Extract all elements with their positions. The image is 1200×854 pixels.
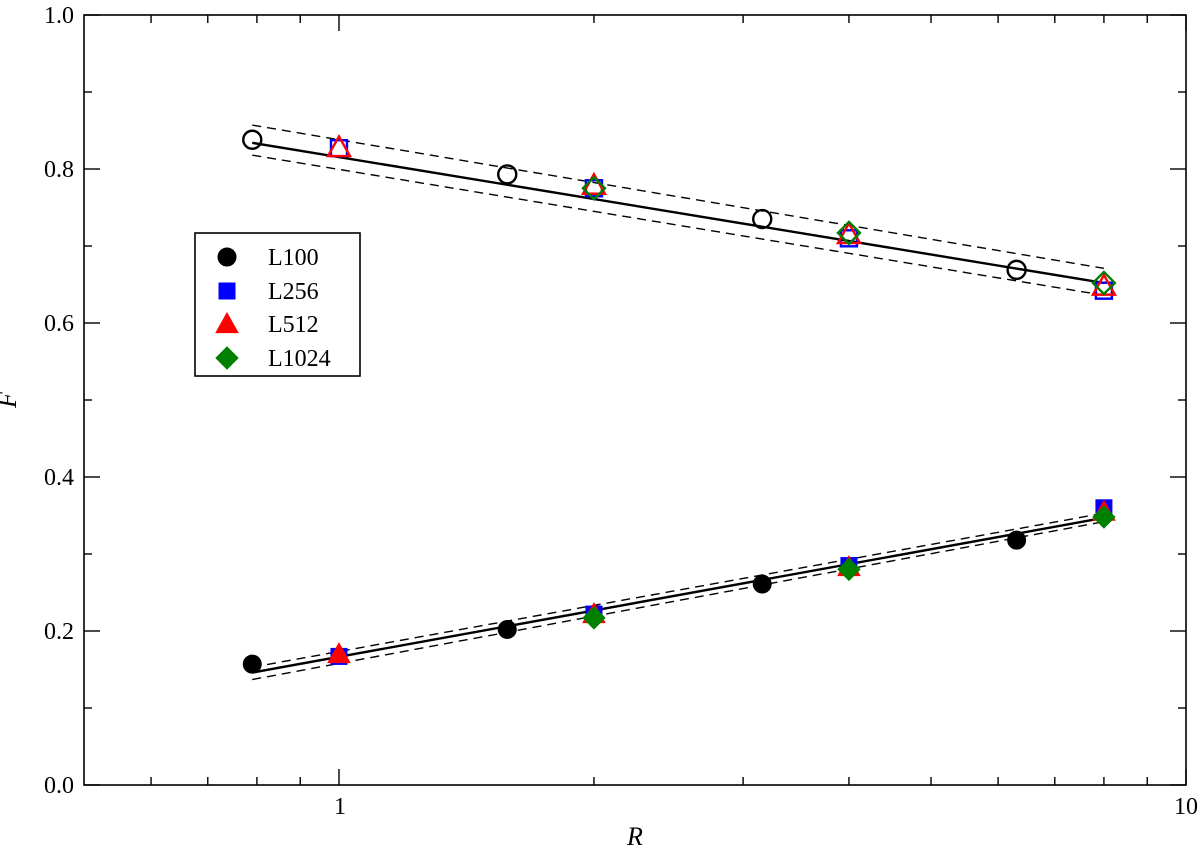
legend: L100 L256 L512 L1024 (194, 232, 361, 377)
point-l1024-open-1 (836, 220, 862, 246)
y-axis-label: F (0, 391, 22, 409)
point-l1024-filled-0 (582, 606, 606, 630)
dashed-band-line-5 (252, 154, 1105, 296)
legend-label-l100: L100 (268, 245, 319, 271)
x-tick-label-1: 1 (334, 794, 346, 820)
y-tick-label-0: 0.0 (44, 773, 74, 799)
point-l100-open-3 (1006, 259, 1027, 281)
point-l100-filled-2 (752, 574, 772, 594)
point-l1024-open-2 (1091, 270, 1117, 296)
x-tick-label-10: 10 (1174, 794, 1198, 820)
y-tick-label-3: 0.6 (44, 311, 74, 337)
legend-marker-l1024 (215, 346, 239, 370)
axis-ticks (84, 14, 1187, 786)
y-tick-label-5: 1.0 (44, 3, 74, 29)
legend-marker-l512 (215, 311, 239, 334)
legend-label-l512: L512 (268, 312, 319, 338)
point-l100-open-0 (242, 129, 263, 150)
y-tick-label-2: 0.4 (44, 465, 74, 491)
x-axis-label: R (626, 822, 643, 851)
legend-label-l1024: L1024 (268, 346, 331, 372)
dashed-band-line-4 (252, 124, 1105, 270)
fit-line-0 (252, 516, 1105, 674)
y-tick-label-4: 0.8 (44, 157, 74, 183)
point-l512-open-0 (325, 133, 353, 158)
point-l100-filled-3 (1007, 530, 1027, 550)
point-l1024-open-0 (581, 175, 607, 201)
legend-label-l256: L256 (268, 279, 319, 305)
point-l512-filled-0 (327, 642, 351, 664)
point-l100-filled-1 (497, 619, 517, 639)
dashed-band-line-1 (252, 512, 1105, 668)
point-l100-open-1 (497, 164, 518, 185)
legend-markers (215, 247, 239, 370)
data-points (242, 129, 1117, 674)
y-tick-label-1: 0.2 (44, 619, 74, 645)
fit-line-3 (252, 141, 1105, 285)
point-l1024-filled-2 (1092, 505, 1116, 529)
fit-lines (252, 124, 1105, 681)
legend-marker-l256 (218, 282, 236, 300)
dashed-band-line-2 (252, 520, 1105, 681)
point-l1024-filled-1 (837, 557, 861, 582)
point-l100-open-2 (752, 208, 773, 230)
point-l100-filled-0 (242, 654, 262, 674)
legend-marker-l100 (217, 247, 237, 267)
